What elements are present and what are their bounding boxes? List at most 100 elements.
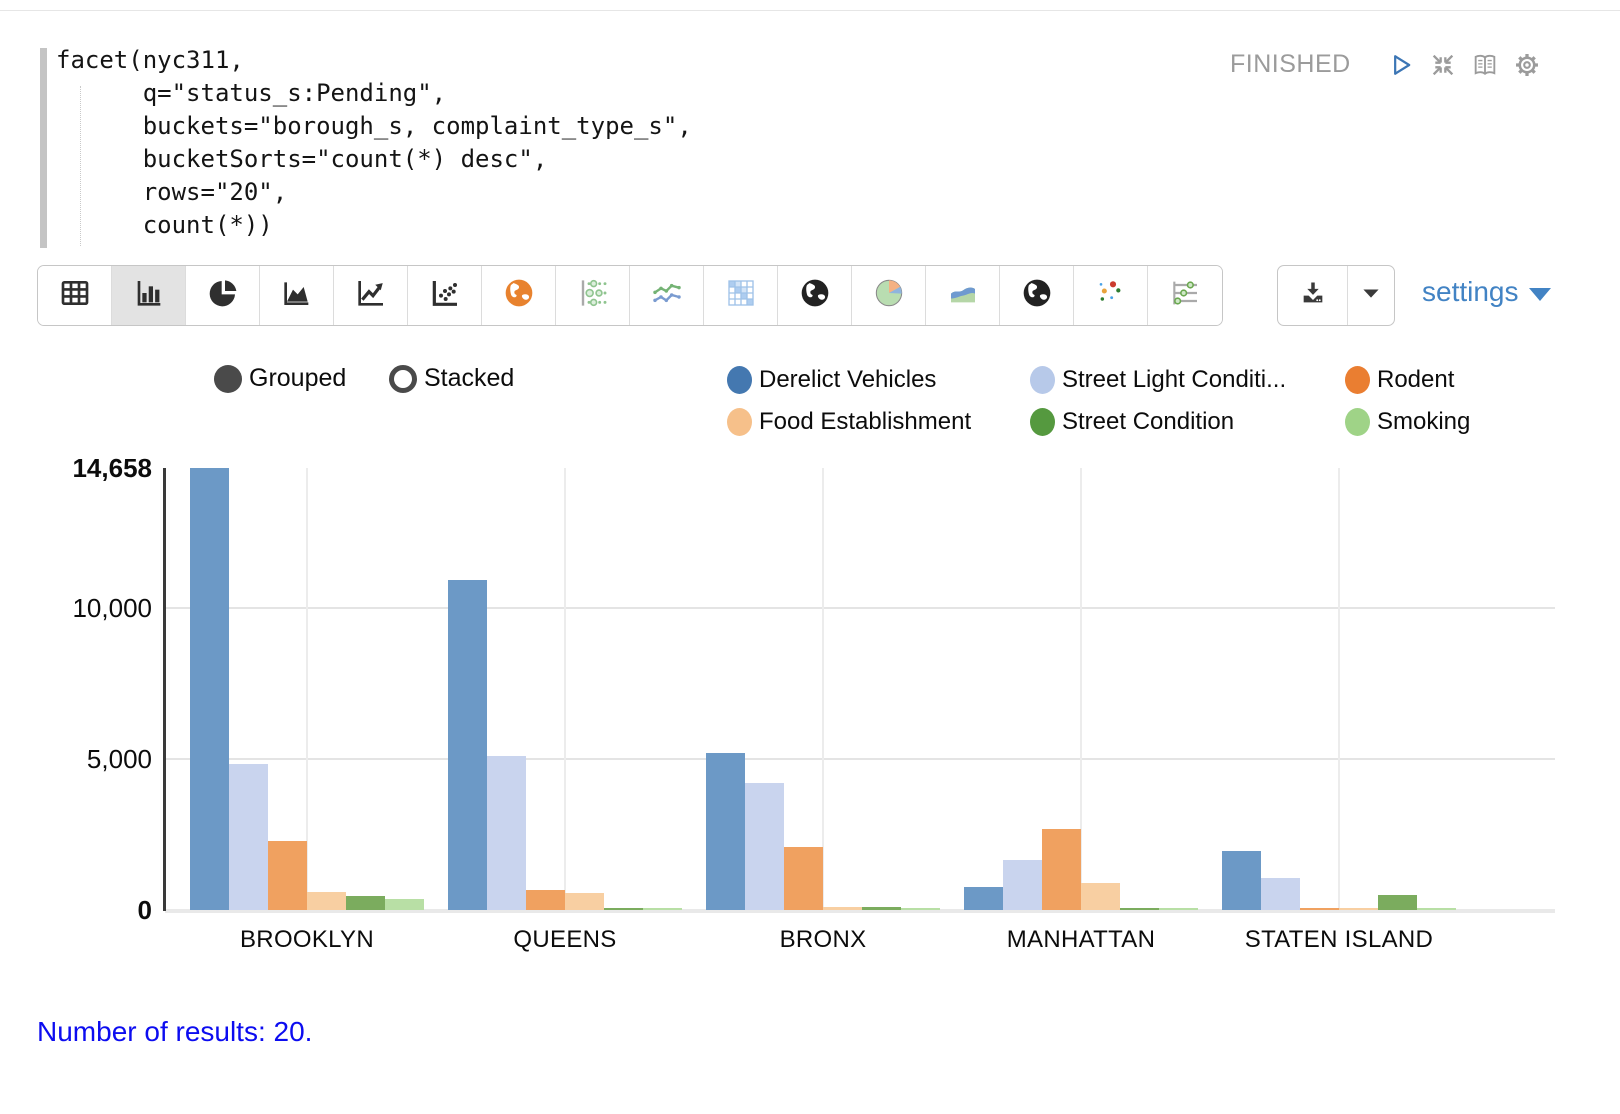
bar[interactable] <box>526 890 565 910</box>
bar[interactable] <box>1378 895 1417 910</box>
legend-item[interactable]: Derelict Vehicles <box>727 366 936 394</box>
x-axis-label: MANHATTAN <box>1006 926 1156 953</box>
legend-item[interactable]: Rodent <box>1345 366 1454 394</box>
download-dropdown-button[interactable] <box>1348 266 1394 325</box>
legend-swatch <box>727 366 752 394</box>
bar[interactable] <box>346 896 385 910</box>
code-line: buckets="borough_s, complaint_type_s", <box>56 112 692 140</box>
pie-chart-color-icon <box>873 277 905 314</box>
run-play-icon[interactable] <box>1387 51 1415 79</box>
x-axis-label: BRONX <box>779 926 867 953</box>
bar[interactable] <box>268 841 307 910</box>
chart-type-toolbar <box>37 265 1223 326</box>
bar-chart-icon <box>133 277 165 314</box>
bar[interactable] <box>307 892 346 910</box>
legend-item[interactable]: Smoking <box>1345 408 1470 436</box>
bar[interactable] <box>964 887 1003 910</box>
download-button[interactable] <box>1278 266 1348 325</box>
legend-item[interactable]: Food Establishment <box>727 408 971 436</box>
chart-type-button-globe-map-dark-2[interactable] <box>1000 266 1074 325</box>
bar[interactable] <box>1081 883 1120 910</box>
bar[interactable] <box>643 908 682 910</box>
chart-type-button-bar-chart[interactable] <box>112 266 186 325</box>
bar[interactable] <box>745 783 784 910</box>
x-axis-label: STATEN ISLAND <box>1244 926 1434 953</box>
chart-type-button-globe-map-dark[interactable] <box>778 266 852 325</box>
legend-swatch <box>1030 408 1055 436</box>
bar[interactable] <box>565 893 604 910</box>
x-gridline <box>1338 468 1340 910</box>
bar-cluster <box>190 468 424 910</box>
bar[interactable] <box>604 908 643 910</box>
bar-cluster <box>964 829 1198 910</box>
x-gridline <box>306 468 308 910</box>
chart-type-button-bubble-chart[interactable] <box>556 266 630 325</box>
bar[interactable] <box>823 907 862 910</box>
bar[interactable] <box>190 468 229 910</box>
chart-type-button-globe-map-orange[interactable] <box>482 266 556 325</box>
globe-map-dark-icon <box>799 277 831 314</box>
bar[interactable] <box>448 580 487 910</box>
plot-area: BROOKLYN QUEENS BRONX MANHATTAN STATEN ISLAN… <box>163 468 1555 953</box>
bar[interactable] <box>1120 908 1159 910</box>
stacked-radio-label: Stacked <box>424 364 515 392</box>
settings-button[interactable]: settings <box>1422 276 1551 308</box>
y-axis-tick-label: 5,000 <box>86 744 152 775</box>
notebook-icon[interactable] <box>1471 51 1499 79</box>
x-axis-line <box>165 909 1555 913</box>
bar[interactable] <box>901 908 940 910</box>
download-split-button <box>1277 265 1395 326</box>
bar[interactable] <box>1159 908 1198 910</box>
chart-type-button-area-chart-color[interactable] <box>926 266 1000 325</box>
bar[interactable] <box>487 756 526 910</box>
grouped-radio[interactable]: Grouped <box>214 364 346 393</box>
bar[interactable] <box>1003 860 1042 910</box>
chart-type-button-area-chart[interactable] <box>260 266 334 325</box>
paragraph-status-row: FINISHED <box>1230 50 1590 79</box>
collapse-icon[interactable] <box>1429 51 1457 79</box>
chart-type-button-scatter-color[interactable] <box>1074 266 1148 325</box>
bar[interactable] <box>1300 908 1339 910</box>
code-line: count(*)) <box>56 211 273 239</box>
bar[interactable] <box>229 764 268 910</box>
legend-swatch <box>1345 366 1370 394</box>
chart-type-button-parallel-coordinates[interactable] <box>1148 266 1222 325</box>
chart-type-button-table[interactable] <box>38 266 112 325</box>
chart-type-button-scatter-plot[interactable] <box>408 266 482 325</box>
code-editor[interactable]: facet(nyc311, q="status_s:Pending", buck… <box>40 44 1220 248</box>
editor-gutter <box>40 48 47 248</box>
code-text[interactable]: facet(nyc311, q="status_s:Pending", buck… <box>56 44 1220 242</box>
grouped-bar-chart: BROOKLYN QUEENS BRONX MANHATTAN STATEN ISLAN… <box>0 453 1620 975</box>
y-gridline <box>165 758 1555 760</box>
bar[interactable] <box>1222 851 1261 910</box>
y-axis-tick-label: 10,000 <box>72 593 152 624</box>
stacked-radio[interactable]: Stacked <box>389 364 514 393</box>
parallel-coordinates-icon <box>1169 277 1201 314</box>
gear-icon[interactable] <box>1513 51 1541 79</box>
chart-type-button-pie-chart[interactable] <box>186 266 260 325</box>
pie-chart-icon <box>207 277 239 314</box>
bar[interactable] <box>706 753 745 910</box>
area-chart-color-icon <box>947 277 979 314</box>
legend-swatch <box>1030 366 1055 394</box>
bar-group-staten-island: STATEN ISLAND <box>1210 468 1468 953</box>
bar[interactable] <box>784 847 823 910</box>
legend-item[interactable]: Street Light Conditi... <box>1030 366 1286 394</box>
chart-type-button-pie-chart-color[interactable] <box>852 266 926 325</box>
chart-type-button-line-chart[interactable] <box>334 266 408 325</box>
x-gridline <box>1080 468 1082 910</box>
chart-type-button-heatmap[interactable] <box>704 266 778 325</box>
bar[interactable] <box>1417 908 1456 910</box>
code-line: rows="20", <box>56 178 288 206</box>
y-axis-tick-label: 14,658 <box>72 453 152 483</box>
caret-down-icon <box>1357 279 1385 312</box>
chart-type-button-multi-series-line[interactable] <box>630 266 704 325</box>
bar[interactable] <box>1339 908 1378 910</box>
code-line: q="status_s:Pending", <box>56 79 447 107</box>
bar[interactable] <box>862 907 901 910</box>
bar[interactable] <box>1261 878 1300 910</box>
legend-item[interactable]: Street Condition <box>1030 408 1234 436</box>
bar[interactable] <box>385 899 424 910</box>
bar[interactable] <box>1042 829 1081 910</box>
legend-label: Street Light Conditi... <box>1062 366 1287 393</box>
